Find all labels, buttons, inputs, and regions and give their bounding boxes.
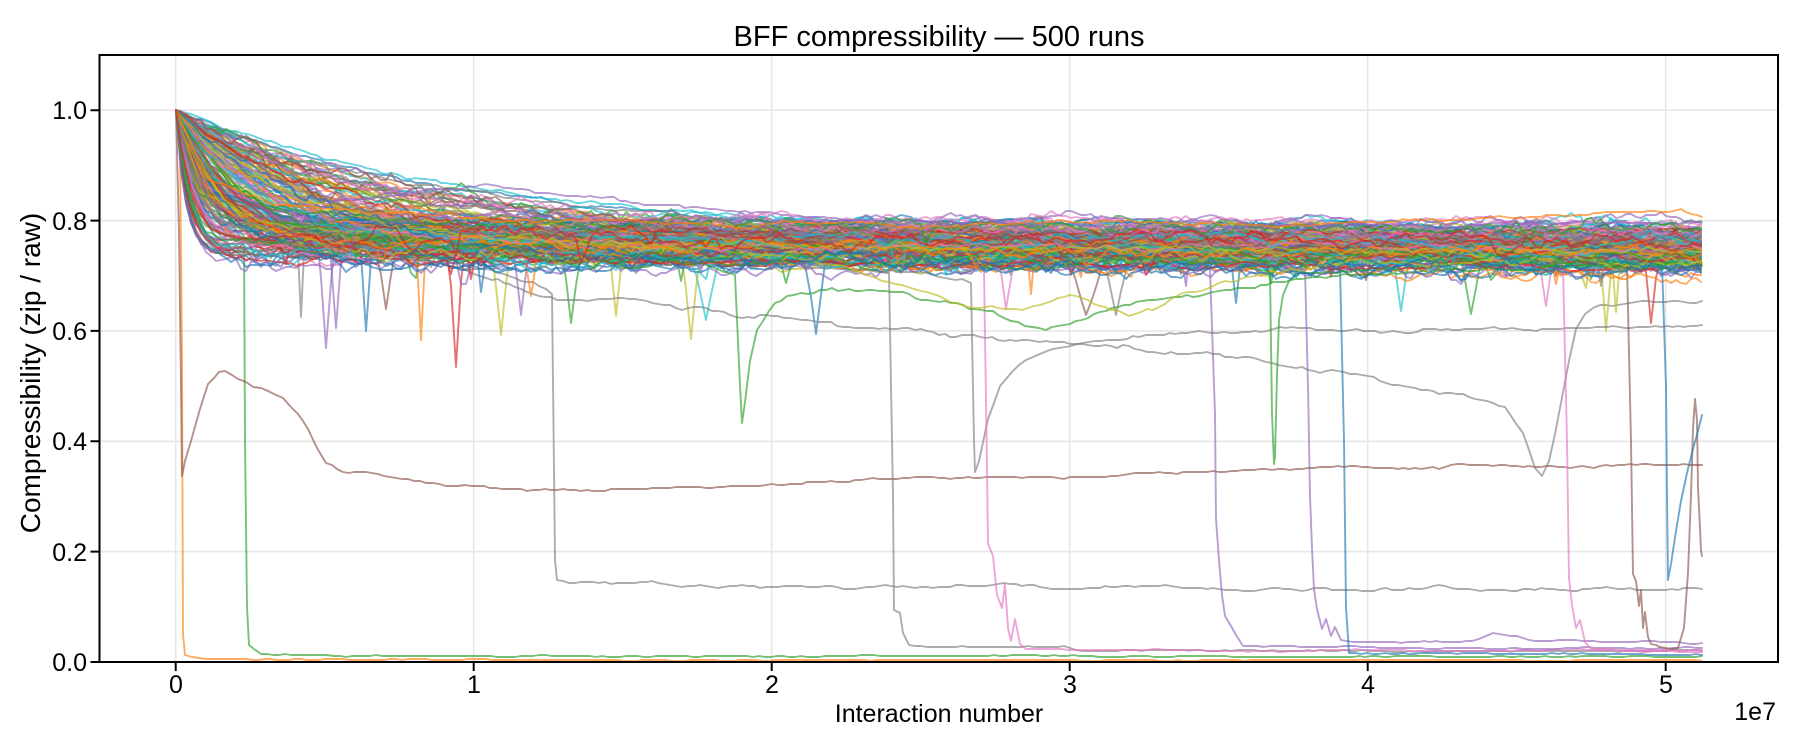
svg-text:1e7: 1e7 (1734, 698, 1776, 726)
svg-text:0: 0 (169, 671, 183, 699)
svg-text:1: 1 (467, 671, 481, 699)
svg-text:2: 2 (765, 671, 779, 699)
svg-text:0.2: 0.2 (52, 539, 87, 567)
svg-text:BFF compressibility — 500 runs: BFF compressibility — 500 runs (734, 21, 1145, 53)
svg-text:0.8: 0.8 (52, 208, 87, 236)
svg-text:4: 4 (1361, 671, 1375, 699)
svg-text:0.6: 0.6 (52, 318, 87, 346)
svg-text:0.0: 0.0 (52, 649, 87, 677)
svg-text:Compressibility (zip / raw): Compressibility (zip / raw) (15, 213, 46, 534)
svg-text:1.0: 1.0 (52, 97, 87, 125)
svg-text:3: 3 (1063, 671, 1077, 699)
svg-text:0.4: 0.4 (52, 428, 87, 456)
svg-text:5: 5 (1659, 671, 1673, 699)
svg-text:Interaction number: Interaction number (835, 700, 1043, 728)
